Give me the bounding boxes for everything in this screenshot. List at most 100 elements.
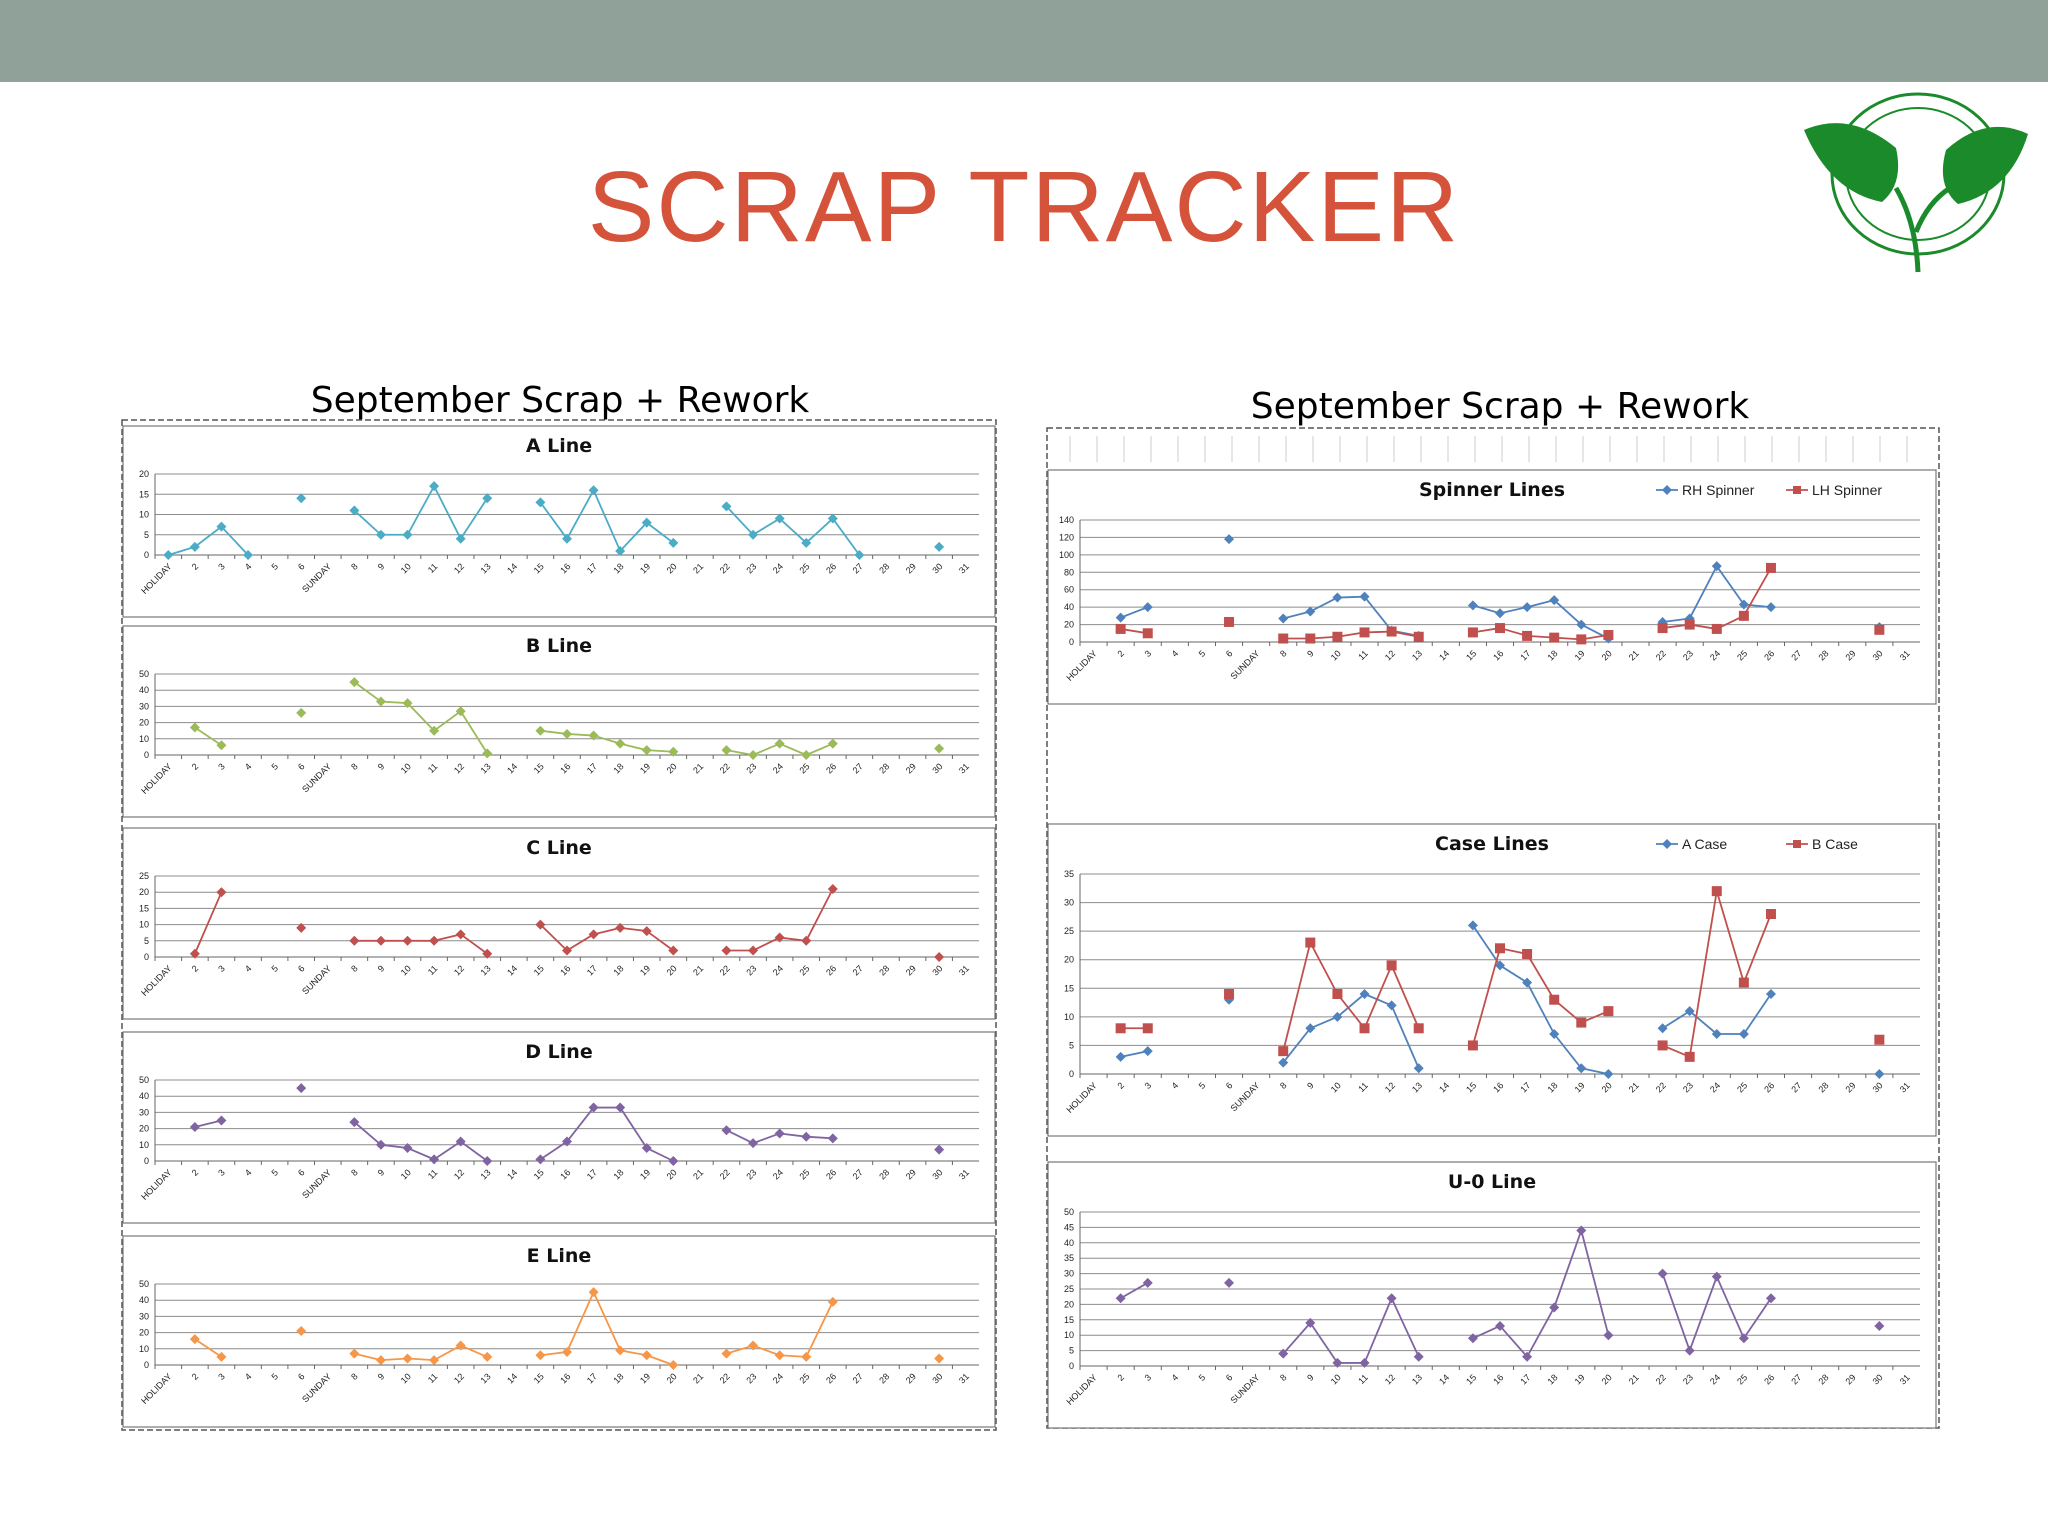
series-line — [566, 489, 595, 540]
data-point — [562, 945, 572, 956]
x-tick-label: 2 — [190, 561, 201, 572]
data-point — [1413, 1023, 1424, 1034]
series-line — [646, 1147, 674, 1162]
chart-title: E Line — [527, 1245, 592, 1267]
y-tick-label: 40 — [139, 1295, 149, 1305]
data-point — [721, 745, 732, 756]
y-tick-label: 20 — [139, 887, 149, 897]
series-line — [406, 485, 435, 536]
data-point — [1359, 1357, 1370, 1368]
legend-label: RH Spinner — [1682, 482, 1755, 498]
data-point — [189, 1121, 200, 1132]
series-line — [1363, 965, 1393, 1029]
data-point — [1115, 1293, 1126, 1304]
series-line — [1743, 567, 1772, 617]
data-point — [482, 493, 493, 504]
data-point — [1522, 1351, 1533, 1362]
data-point — [934, 541, 945, 552]
data-point — [1765, 1293, 1776, 1304]
panel-title: September Scrap + Rework — [1251, 386, 1750, 427]
series-line — [1662, 617, 1690, 623]
data-point — [1467, 1333, 1478, 1344]
series-line — [1715, 890, 1745, 983]
data-point — [535, 1154, 546, 1165]
series-line — [593, 734, 621, 745]
data-point — [1662, 839, 1672, 849]
series-line — [1336, 993, 1366, 1029]
data-point — [1278, 1348, 1289, 1359]
series-line — [354, 1352, 382, 1362]
x-tick-label: 9 — [1305, 1080, 1316, 1091]
y-tick-label: 40 — [1064, 1238, 1074, 1248]
data-point — [1738, 599, 1749, 610]
series-line — [433, 1140, 462, 1161]
data-point — [1576, 619, 1587, 630]
legend-label: A Case — [1682, 836, 1727, 852]
data-point — [1522, 949, 1533, 959]
y-tick-label: 0 — [144, 750, 149, 760]
series-line — [1282, 1322, 1311, 1355]
y-tick-label: 30 — [139, 1107, 149, 1117]
data-point — [1874, 1320, 1885, 1331]
data-point — [375, 696, 386, 707]
chart-title: Spinner Lines — [1419, 479, 1565, 501]
series-line — [1553, 599, 1582, 626]
series-line — [539, 501, 568, 540]
data-point — [1278, 1046, 1289, 1057]
y-tick-label: 20 — [1064, 620, 1074, 630]
y-tick-label: 0 — [144, 1156, 149, 1166]
data-point — [482, 1156, 493, 1166]
data-point — [1115, 1023, 1126, 1034]
right-panel: September Scrap + Rework Spinner Lines 0 2… — [1046, 386, 1940, 1429]
series-line — [1743, 993, 1772, 1035]
series-line — [353, 509, 382, 536]
data-point — [535, 919, 546, 930]
data-point — [801, 750, 812, 760]
data-point — [934, 743, 945, 754]
y-tick-label: 35 — [1064, 1253, 1074, 1263]
company-logo-icon — [1804, 92, 2028, 273]
data-point — [375, 1355, 386, 1366]
data-point — [1386, 960, 1397, 971]
data-point — [615, 1102, 626, 1113]
data-point — [349, 505, 360, 516]
data-point — [854, 550, 865, 560]
y-tick-label: 35 — [1064, 869, 1074, 879]
x-tick-label: 4 — [1170, 648, 1181, 659]
x-tick-label: 4 — [243, 1371, 254, 1382]
y-tick-label: 0 — [144, 952, 149, 962]
series-line — [1716, 565, 1745, 606]
y-tick-label: 15 — [1064, 1315, 1074, 1325]
data-point — [1576, 1063, 1587, 1074]
x-tick-label: 3 — [216, 963, 227, 974]
data-point — [588, 1102, 599, 1113]
y-tick-label: 40 — [139, 1091, 149, 1101]
x-tick-label: 9 — [376, 963, 387, 974]
x-tick-label: 3 — [1143, 1080, 1154, 1091]
series-line — [1553, 1033, 1582, 1069]
y-tick-label: 15 — [139, 903, 149, 913]
chart-frame — [1047, 469, 1937, 705]
data-point — [668, 746, 679, 757]
series-line — [1309, 942, 1339, 995]
data-point — [1738, 610, 1749, 621]
chart-frame — [122, 425, 996, 618]
data-point — [801, 1351, 812, 1362]
y-tick-label: 25 — [1064, 926, 1074, 936]
data-point — [1332, 592, 1343, 603]
series-line — [1363, 1297, 1393, 1364]
data-point — [163, 550, 174, 560]
data-point — [189, 722, 200, 733]
x-tick-label: 8 — [1278, 648, 1289, 659]
data-point — [1115, 623, 1126, 634]
data-point — [1413, 1351, 1424, 1362]
data-point — [1495, 960, 1505, 971]
x-tick-label: 3 — [216, 561, 227, 572]
data-point — [562, 728, 572, 739]
series-line — [1662, 1010, 1691, 1030]
x-tick-label: 9 — [376, 561, 387, 572]
x-tick-label: 2 — [190, 1167, 201, 1178]
